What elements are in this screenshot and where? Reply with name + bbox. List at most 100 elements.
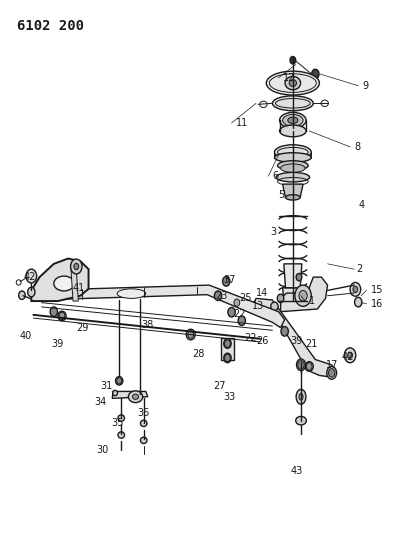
Circle shape bbox=[328, 368, 334, 377]
Polygon shape bbox=[283, 264, 301, 288]
Text: 30: 30 bbox=[97, 445, 109, 455]
Polygon shape bbox=[112, 391, 147, 398]
Ellipse shape bbox=[296, 359, 305, 370]
Circle shape bbox=[294, 285, 310, 306]
Circle shape bbox=[27, 287, 35, 297]
Circle shape bbox=[19, 291, 25, 300]
Ellipse shape bbox=[272, 96, 312, 111]
Text: 39: 39 bbox=[52, 338, 64, 349]
Text: 8: 8 bbox=[353, 142, 360, 152]
Ellipse shape bbox=[128, 391, 142, 402]
Text: 6102 200: 6102 200 bbox=[17, 19, 84, 33]
Text: 29: 29 bbox=[76, 322, 88, 333]
Circle shape bbox=[50, 307, 57, 317]
Ellipse shape bbox=[304, 362, 312, 371]
Ellipse shape bbox=[285, 195, 299, 200]
Text: 13: 13 bbox=[252, 301, 264, 311]
Text: 27: 27 bbox=[213, 381, 225, 391]
Ellipse shape bbox=[115, 376, 123, 385]
Text: 2: 2 bbox=[355, 264, 362, 274]
Text: 4: 4 bbox=[357, 200, 364, 211]
Circle shape bbox=[289, 56, 295, 64]
Text: 22: 22 bbox=[233, 309, 245, 319]
Ellipse shape bbox=[279, 112, 306, 128]
Circle shape bbox=[344, 348, 355, 363]
Text: 5: 5 bbox=[278, 190, 284, 200]
Text: 38: 38 bbox=[142, 320, 153, 330]
Text: 41: 41 bbox=[72, 283, 84, 293]
Ellipse shape bbox=[118, 432, 124, 438]
Text: 15: 15 bbox=[370, 286, 382, 295]
Text: 3: 3 bbox=[270, 227, 276, 237]
Circle shape bbox=[234, 299, 239, 306]
Ellipse shape bbox=[275, 172, 309, 182]
Polygon shape bbox=[221, 338, 233, 360]
Ellipse shape bbox=[326, 367, 336, 379]
Circle shape bbox=[354, 297, 361, 307]
Text: 34: 34 bbox=[94, 397, 107, 407]
Text: 36: 36 bbox=[137, 408, 149, 418]
Text: 22: 22 bbox=[243, 333, 256, 343]
Text: 11: 11 bbox=[235, 118, 247, 128]
Text: 28: 28 bbox=[192, 349, 204, 359]
Circle shape bbox=[227, 308, 235, 317]
Polygon shape bbox=[31, 259, 88, 301]
Text: 1: 1 bbox=[308, 296, 315, 306]
Text: 43: 43 bbox=[290, 466, 302, 476]
Ellipse shape bbox=[277, 161, 308, 170]
Ellipse shape bbox=[54, 276, 74, 291]
Circle shape bbox=[224, 340, 230, 348]
Ellipse shape bbox=[140, 420, 146, 426]
Circle shape bbox=[224, 354, 230, 362]
Text: 14: 14 bbox=[256, 288, 267, 298]
Circle shape bbox=[74, 263, 79, 270]
Polygon shape bbox=[280, 277, 327, 312]
Ellipse shape bbox=[270, 302, 277, 311]
Circle shape bbox=[276, 294, 283, 303]
Circle shape bbox=[349, 282, 360, 296]
Text: 35: 35 bbox=[111, 418, 123, 429]
Text: 21: 21 bbox=[304, 338, 317, 349]
Circle shape bbox=[214, 291, 221, 301]
Ellipse shape bbox=[295, 389, 305, 404]
Text: 40: 40 bbox=[19, 330, 31, 341]
Polygon shape bbox=[282, 184, 302, 197]
Text: 42: 42 bbox=[341, 352, 353, 362]
Circle shape bbox=[238, 316, 245, 326]
Circle shape bbox=[311, 69, 318, 79]
Polygon shape bbox=[35, 285, 284, 328]
Circle shape bbox=[187, 331, 193, 338]
Ellipse shape bbox=[132, 394, 138, 399]
Polygon shape bbox=[282, 288, 302, 301]
Circle shape bbox=[347, 352, 352, 359]
Circle shape bbox=[297, 361, 303, 369]
Circle shape bbox=[280, 327, 288, 336]
Ellipse shape bbox=[223, 353, 231, 363]
Circle shape bbox=[26, 269, 36, 283]
Text: 17: 17 bbox=[325, 360, 337, 370]
Ellipse shape bbox=[287, 117, 297, 124]
Ellipse shape bbox=[298, 393, 302, 400]
Ellipse shape bbox=[112, 390, 117, 395]
Circle shape bbox=[222, 277, 229, 286]
Ellipse shape bbox=[282, 115, 302, 126]
Circle shape bbox=[70, 259, 82, 274]
Ellipse shape bbox=[186, 329, 195, 340]
Text: 37: 37 bbox=[223, 275, 235, 285]
Text: 23: 23 bbox=[215, 290, 227, 301]
Text: 25: 25 bbox=[239, 293, 252, 303]
Circle shape bbox=[306, 363, 311, 370]
Ellipse shape bbox=[58, 311, 66, 321]
Polygon shape bbox=[71, 269, 78, 301]
Circle shape bbox=[295, 273, 301, 281]
Ellipse shape bbox=[280, 164, 304, 172]
Ellipse shape bbox=[274, 145, 310, 160]
Text: 16: 16 bbox=[370, 298, 382, 309]
Ellipse shape bbox=[274, 153, 310, 163]
Ellipse shape bbox=[284, 76, 300, 90]
Polygon shape bbox=[252, 298, 335, 377]
Circle shape bbox=[59, 312, 65, 320]
Ellipse shape bbox=[288, 79, 296, 86]
Text: 26: 26 bbox=[256, 336, 268, 346]
Ellipse shape bbox=[117, 289, 145, 298]
